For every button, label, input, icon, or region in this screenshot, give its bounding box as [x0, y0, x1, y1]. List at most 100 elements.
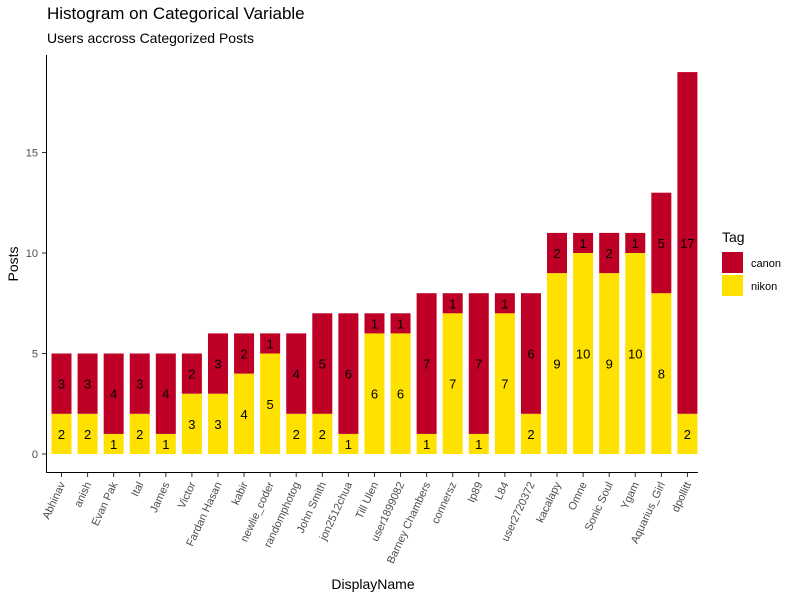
bar-nikon — [103, 433, 124, 454]
bar-nikon — [286, 413, 307, 454]
bar-nikon — [155, 433, 176, 454]
bar-label-nikon: 2 — [84, 427, 91, 442]
bar-label-canon: 6 — [527, 347, 534, 362]
bar-label-nikon: 9 — [553, 357, 560, 372]
bar-label-nikon: 1 — [475, 437, 482, 452]
bar-label-canon: 5 — [658, 236, 665, 251]
bar-label-canon: 3 — [214, 357, 221, 372]
x-tick-label: dpollitt — [670, 480, 694, 514]
bar-nikon — [312, 413, 333, 454]
legend-label-nikon: nikon — [751, 281, 777, 293]
bar-labels-layer: 2323142314323342512425166161177117712692… — [58, 236, 695, 452]
bar-label-canon: 7 — [423, 357, 430, 372]
bar-label-canon: 1 — [449, 296, 456, 311]
bar-canon — [494, 293, 515, 314]
bar-nikon — [364, 333, 385, 454]
bar-nikon — [677, 413, 698, 454]
x-tick-label: Omne — [566, 480, 590, 512]
bar-nikon — [181, 393, 202, 454]
bar-nikon — [260, 353, 281, 454]
legend-title: Tag — [722, 229, 745, 245]
bar-nikon — [599, 273, 620, 454]
bar-label-canon: 3 — [84, 377, 91, 392]
bar-canon — [207, 333, 228, 394]
bar-canon — [547, 232, 568, 274]
x-tick-label: Till Ulen — [354, 480, 381, 521]
bar-label-nikon: 6 — [397, 387, 404, 402]
bar-label-canon: 1 — [267, 336, 274, 351]
bar-canon — [677, 72, 698, 414]
bar-label-nikon: 2 — [319, 427, 326, 442]
bar-canon — [651, 192, 672, 294]
bar-label-nikon: 1 — [110, 437, 117, 452]
x-tick-label: Evan Pak — [90, 480, 121, 528]
bar-canon — [129, 353, 150, 414]
bar-label-nikon: 3 — [214, 417, 221, 432]
bar-nikon — [338, 433, 359, 454]
bar-canon — [625, 232, 646, 253]
bar-nikon — [234, 373, 255, 454]
bar-nikon — [625, 253, 646, 454]
bar-label-nikon: 1 — [162, 437, 169, 452]
bar-canon — [390, 313, 411, 334]
y-ticks: 0 5 10 15 — [26, 148, 46, 461]
bar-canon — [573, 232, 594, 253]
bar-label-nikon: 2 — [293, 427, 300, 442]
x-tick-label: Ygam — [619, 480, 642, 511]
bar-label-nikon: 7 — [449, 377, 456, 392]
bar-nikon — [207, 393, 228, 454]
bar-nikon — [573, 253, 594, 454]
bar-label-nikon: 2 — [527, 427, 534, 442]
x-tick-label: Abhinav — [41, 480, 69, 522]
bar-label-nikon: 9 — [606, 357, 613, 372]
bar-nikon — [416, 433, 437, 454]
bar-canon — [416, 293, 437, 434]
bar-label-nikon: 2 — [58, 427, 65, 442]
legend-label-canon: canon — [751, 258, 781, 270]
bar-label-canon: 1 — [397, 316, 404, 331]
bar-label-nikon: 10 — [628, 347, 642, 362]
bar-label-canon: 2 — [606, 246, 613, 261]
bar-canon — [599, 232, 620, 274]
bar-label-nikon: 4 — [240, 407, 247, 422]
y-tick-label: 10 — [26, 248, 38, 260]
bars-layer — [51, 72, 698, 454]
bar-nikon — [651, 293, 672, 454]
bar-label-canon: 4 — [110, 387, 117, 402]
bar-label-canon: 3 — [58, 377, 65, 392]
bar-canon — [286, 333, 307, 414]
bar-canon — [442, 293, 463, 314]
bar-label-canon: 4 — [293, 367, 300, 382]
x-tick-label: Victor — [176, 480, 199, 511]
bar-label-canon: 17 — [680, 236, 694, 251]
bar-label-canon: 6 — [345, 367, 352, 382]
bar-canon — [103, 353, 124, 434]
bar-label-nikon: 1 — [423, 437, 430, 452]
bar-label-nikon: 2 — [684, 427, 691, 442]
y-tick-label: 15 — [26, 148, 38, 160]
bar-canon — [77, 353, 98, 414]
bar-label-nikon: 1 — [345, 437, 352, 452]
bar-canon — [234, 333, 255, 374]
bar-nikon — [547, 273, 568, 454]
bar-label-nikon: 5 — [267, 397, 274, 412]
bar-canon — [260, 333, 281, 354]
bar-canon — [51, 353, 72, 414]
x-tick-label: connersz — [430, 480, 460, 526]
x-axis-title: DisplayName — [331, 576, 414, 592]
bar-label-canon: 1 — [371, 316, 378, 331]
y-tick-label: 0 — [32, 449, 38, 461]
legend-items: canon nikon — [722, 252, 781, 296]
bar-nikon — [442, 313, 463, 454]
bar-label-nikon: 3 — [188, 417, 195, 432]
x-tick-label: Ip89 — [466, 480, 486, 504]
legend-key-canon — [722, 252, 743, 273]
bar-label-nikon: 10 — [576, 347, 590, 362]
bar-canon — [181, 353, 202, 394]
x-tick-label: Ital — [129, 480, 146, 498]
bar-label-canon: 1 — [632, 236, 639, 251]
chart-title: Histogram on Categorical Variable — [47, 4, 305, 23]
bar-label-canon: 5 — [319, 357, 326, 372]
